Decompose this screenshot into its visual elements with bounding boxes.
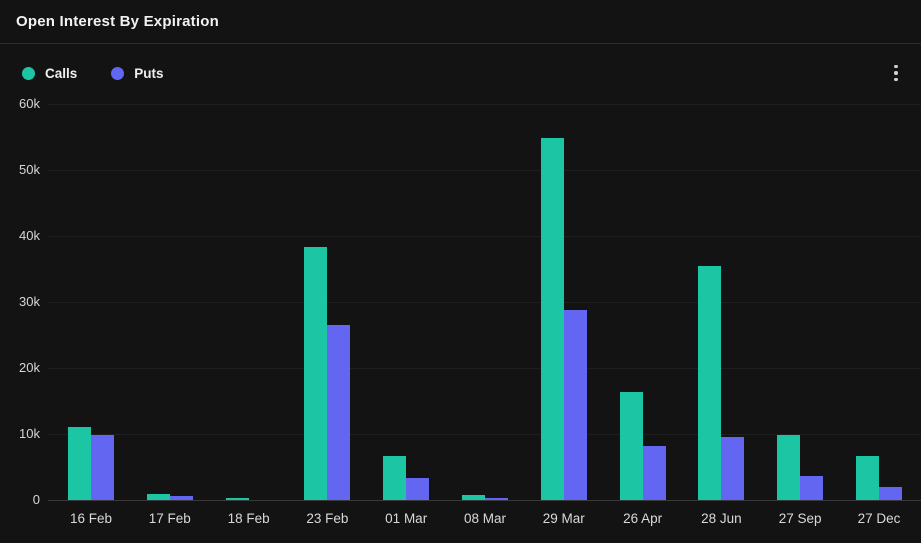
x-axis-label-16-feb: 16 Feb — [69, 511, 113, 526]
puts-dot-icon — [111, 66, 125, 80]
x-axis-label-23-feb: 23 Feb — [306, 511, 349, 526]
bar-puts-26-apr[interactable] — [642, 445, 666, 500]
page-title: Open Interest By Expiration — [16, 13, 219, 30]
bar-puts-23-feb[interactable] — [327, 325, 351, 500]
bar-calls-27-sep[interactable] — [777, 434, 801, 500]
y-axis-label-50k: 50k — [19, 162, 40, 177]
x-axis-label-27-dec: 27 Dec — [857, 511, 901, 526]
x-axis-label-01-mar: 01 Mar — [385, 511, 428, 526]
legend-puts-label: Puts — [134, 65, 164, 81]
bar-puts-16-feb[interactable] — [91, 434, 114, 500]
y-axis-label-0: 0 — [32, 492, 40, 507]
bar-puts-17-feb[interactable] — [169, 496, 193, 500]
card-header: Open Interest By Expiration — [0, 0, 921, 44]
bar-calls-26-apr[interactable] — [619, 391, 643, 500]
more-options-button[interactable] — [885, 60, 907, 86]
bar-calls-01-mar[interactable] — [383, 456, 407, 500]
y-axis-label-40k: 40k — [19, 228, 40, 243]
x-axis-label-17-feb: 17 Feb — [148, 511, 191, 526]
bar-calls-23-feb[interactable] — [304, 246, 328, 500]
y-axis-label-10k: 10k — [19, 426, 40, 441]
gridline-10k — [48, 433, 921, 435]
legend-calls-label: Calls — [45, 65, 78, 81]
x-axis-label-29-mar: 29 Mar — [542, 511, 585, 526]
x-axis-label-27-sep: 27 Sep — [778, 511, 822, 526]
bar-calls-27-dec[interactable] — [856, 455, 879, 500]
bar-calls-16-feb[interactable] — [68, 427, 91, 500]
gridline-60k — [48, 103, 921, 105]
calls-dot-icon — [22, 66, 35, 80]
legend-item-puts[interactable]: Puts — [111, 65, 164, 81]
bar-calls-28-jun[interactable] — [698, 266, 722, 500]
y-axis-label-60k: 60k — [19, 96, 40, 111]
x-axis-label-18-feb: 18 Feb — [227, 511, 270, 526]
bar-puts-27-dec[interactable] — [879, 487, 902, 500]
kebab-menu-icon — [894, 64, 898, 69]
bar-calls-29-mar[interactable] — [540, 138, 564, 500]
x-axis-label-26-apr: 26 Apr — [623, 511, 663, 526]
y-axis-label-20k: 20k — [19, 360, 40, 375]
bar-puts-01-mar[interactable] — [406, 478, 430, 500]
bar-calls-08-mar[interactable] — [462, 495, 485, 500]
gridline-30k — [48, 301, 921, 303]
gridline-50k — [48, 169, 921, 171]
bar-puts-29-mar[interactable] — [563, 309, 587, 500]
legend-item-calls[interactable]: Calls — [22, 66, 77, 81]
gridline-20k — [48, 367, 921, 369]
gridline-0 — [48, 499, 921, 501]
y-axis-label-30k: 30k — [19, 294, 40, 309]
bar-calls-17-feb[interactable] — [146, 494, 170, 500]
bar-puts-27-sep[interactable] — [800, 476, 824, 500]
legend-toolbar: Calls Puts — [0, 58, 921, 88]
gridline-40k — [48, 235, 921, 237]
bar-calls-18-feb[interactable] — [225, 498, 249, 500]
bar-puts-28-jun[interactable] — [721, 436, 745, 500]
bar-puts-08-mar[interactable] — [485, 498, 508, 500]
x-axis-label-08-mar: 08 Mar — [463, 511, 507, 526]
x-axis-label-28-jun: 28 Jun — [701, 511, 742, 526]
